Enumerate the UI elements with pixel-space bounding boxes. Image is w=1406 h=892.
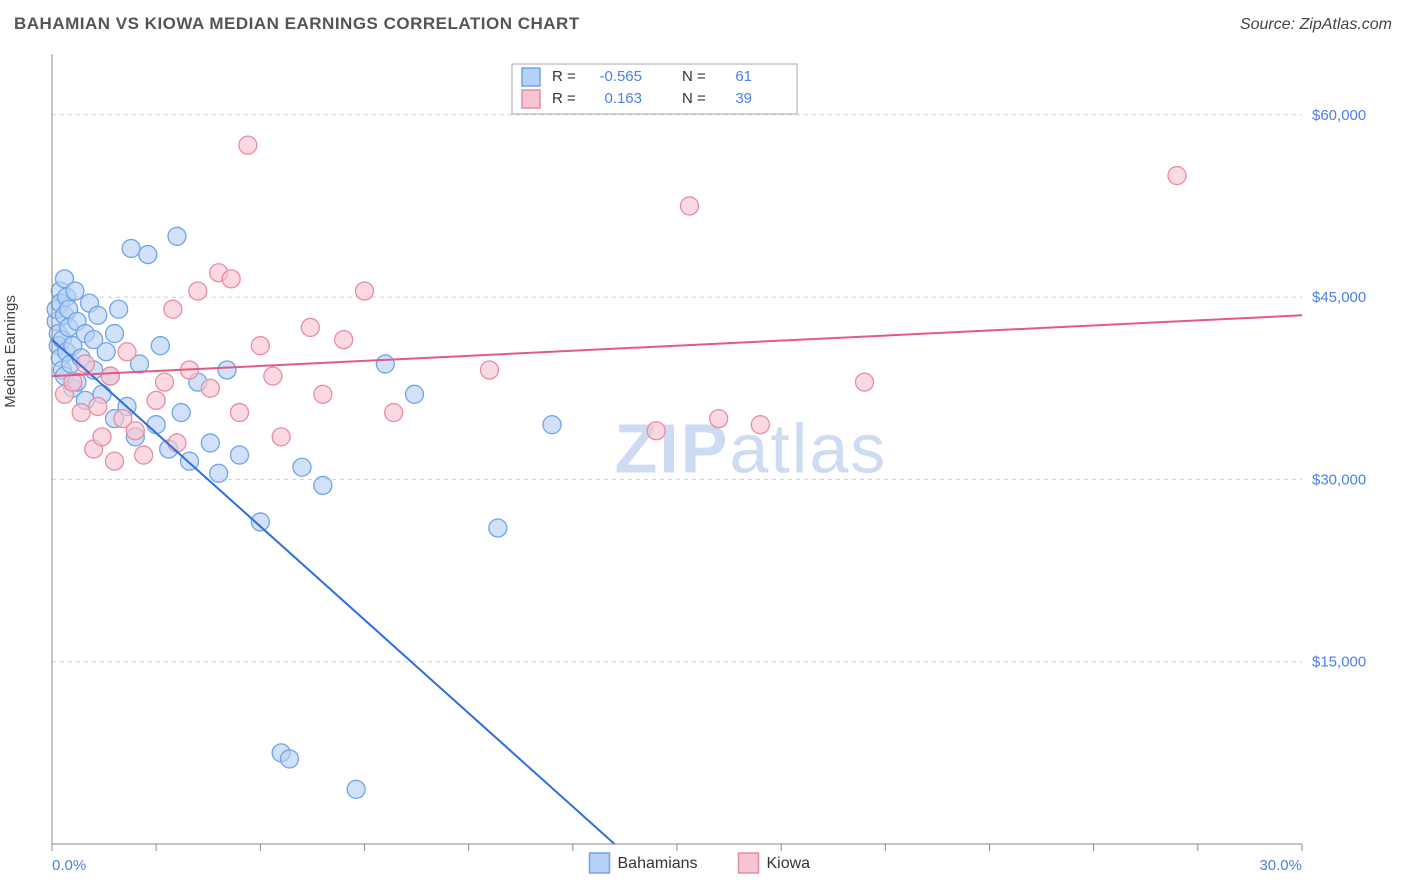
data-point (189, 282, 207, 300)
legend-n-label: N = (682, 68, 706, 85)
data-point (347, 780, 365, 798)
data-point (251, 337, 269, 355)
data-point (1168, 167, 1186, 185)
legend-n-value: 61 (735, 68, 752, 85)
data-point (231, 404, 249, 422)
data-point (168, 227, 186, 245)
chart-area: Median Earnings $15,000$30,000$45,000$60… (12, 46, 1394, 882)
legend-r-value: -0.565 (599, 68, 642, 85)
ytick-label: $30,000 (1312, 471, 1366, 488)
data-point (239, 136, 257, 154)
xtick-label: 0.0% (52, 857, 86, 874)
data-point (147, 416, 165, 434)
data-point (293, 458, 311, 476)
legend-n-label: N = (682, 90, 706, 107)
data-point (126, 422, 144, 440)
data-point (356, 282, 374, 300)
data-point (118, 343, 136, 361)
data-point (543, 416, 561, 434)
ytick-label: $45,000 (1312, 289, 1366, 306)
data-point (335, 331, 353, 349)
data-point (856, 373, 874, 391)
legend-n-value: 39 (735, 90, 752, 107)
data-point (231, 446, 249, 464)
ytick-label: $15,000 (1312, 654, 1366, 671)
data-point (168, 434, 186, 452)
legend-r-label: R = (552, 68, 576, 85)
legend-swatch (522, 68, 540, 86)
trend-line (52, 340, 615, 844)
data-point (122, 239, 140, 257)
xtick-label: 30.0% (1259, 857, 1302, 874)
bottom-legend-label: Bahamians (618, 855, 698, 872)
data-point (210, 464, 228, 482)
data-point (106, 452, 124, 470)
data-point (201, 379, 219, 397)
data-point (751, 416, 769, 434)
data-point (710, 410, 728, 428)
data-point (156, 373, 174, 391)
bottom-legend-swatch (590, 853, 610, 873)
data-point (147, 391, 165, 409)
data-point (110, 300, 128, 318)
bottom-legend-label: Kiowa (767, 855, 811, 872)
data-point (281, 750, 299, 768)
trend-line (52, 315, 1302, 376)
data-point (489, 519, 507, 537)
data-point (89, 397, 107, 415)
data-point (406, 385, 424, 403)
data-point (647, 422, 665, 440)
y-axis-label: Median Earnings (2, 295, 19, 408)
data-point (106, 325, 124, 343)
data-point (376, 355, 394, 373)
data-point (72, 404, 90, 422)
data-point (139, 246, 157, 264)
data-point (314, 385, 332, 403)
legend-r-value: 0.163 (604, 90, 642, 107)
bottom-legend-swatch (739, 853, 759, 873)
data-point (314, 476, 332, 494)
data-point (272, 428, 290, 446)
chart-title: BAHAMIAN VS KIOWA MEDIAN EARNINGS CORREL… (14, 14, 580, 34)
data-point (172, 404, 190, 422)
data-point (301, 318, 319, 336)
data-point (93, 428, 111, 446)
data-point (66, 282, 84, 300)
legend-swatch (522, 90, 540, 108)
source-label: Source: ZipAtlas.com (1240, 16, 1392, 34)
data-point (97, 343, 115, 361)
data-point (164, 300, 182, 318)
data-point (201, 434, 219, 452)
data-point (222, 270, 240, 288)
data-point (481, 361, 499, 379)
data-point (151, 337, 169, 355)
data-point (135, 446, 153, 464)
data-point (101, 367, 119, 385)
data-point (89, 306, 107, 324)
legend-r-label: R = (552, 90, 576, 107)
data-point (681, 197, 699, 215)
data-point (264, 367, 282, 385)
ytick-label: $60,000 (1312, 107, 1366, 124)
scatter-chart: $15,000$30,000$45,000$60,000ZIPatlas0.0%… (12, 46, 1394, 882)
data-point (218, 361, 236, 379)
data-point (385, 404, 403, 422)
